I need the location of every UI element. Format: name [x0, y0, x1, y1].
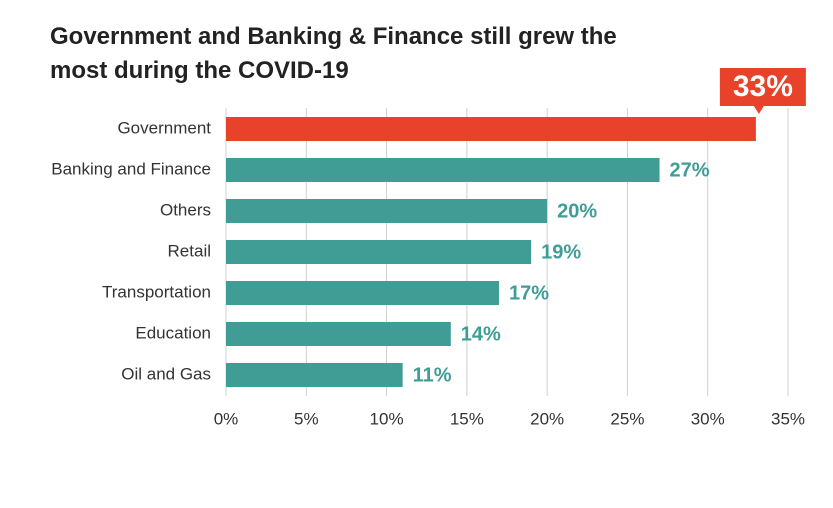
value-label: 11% [413, 364, 452, 386]
value-label: 17% [509, 282, 549, 304]
callout-box [719, 68, 806, 106]
x-tick-label: 15% [450, 409, 484, 428]
bar [226, 199, 548, 223]
y-tick-label: Transportation [102, 282, 211, 301]
callout-pointer [753, 106, 764, 114]
x-tick-label: 35% [771, 409, 805, 428]
y-tick-label: Education [135, 323, 211, 342]
y-tick-label: Oil and Gas [121, 364, 211, 383]
value-label: 20% [557, 200, 597, 222]
bar [226, 363, 403, 387]
value-label: 14% [461, 323, 501, 345]
x-tick-label: 10% [370, 409, 404, 428]
x-tick-label: 5% [294, 409, 319, 428]
bar [226, 281, 499, 305]
bar [226, 240, 532, 264]
y-tick-label: Retail [168, 241, 211, 260]
value-label: 27% [670, 159, 710, 181]
y-tick-label: Government [117, 118, 211, 137]
x-tick-label: 0% [214, 409, 239, 428]
bar [226, 117, 756, 141]
chart-title: Government and Banking & Finance still g… [50, 23, 617, 84]
y-tick-label: Others [160, 200, 211, 219]
bar [226, 158, 660, 182]
x-tick-label: 25% [610, 409, 644, 428]
x-tick-label: 30% [691, 409, 725, 428]
y-tick-label: Banking and Finance [51, 159, 211, 178]
value-label: 33% [733, 70, 793, 103]
x-tick-label: 20% [530, 409, 564, 428]
bar [226, 322, 451, 346]
value-label: 19% [541, 241, 581, 263]
